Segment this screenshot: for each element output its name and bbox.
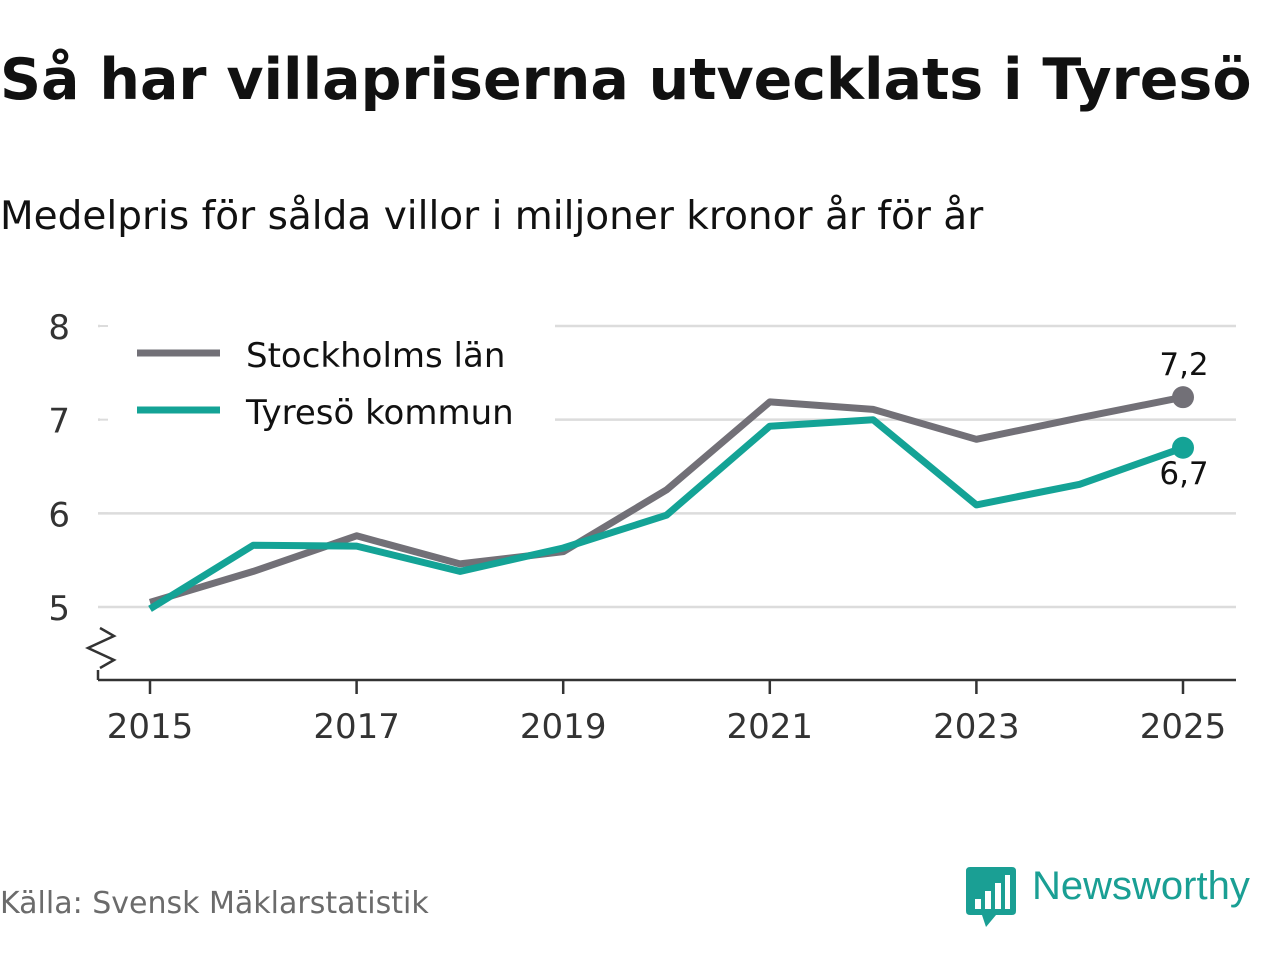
x-tick-label: 2021 xyxy=(727,707,814,747)
axes: 5 6 7 8 2015 2017 2019 2021 2023 2025 xyxy=(48,308,1236,747)
newsworthy-logo-icon xyxy=(966,867,1016,927)
legend: Stockholms län Tyresö kommun xyxy=(100,312,555,440)
data-label-end: 6,7 xyxy=(1159,456,1208,492)
brand-logo: Newsworthy xyxy=(962,862,1280,932)
y-tick-label: 8 xyxy=(48,308,70,348)
series-line-tyreso xyxy=(148,416,1185,612)
y-tick-label: 6 xyxy=(48,495,70,535)
source-note: Källa: Svensk Mäklarstatistik xyxy=(0,886,429,921)
data-labels: 7,2 6,7 xyxy=(1159,347,1208,492)
series-lines xyxy=(148,386,1194,612)
legend-background xyxy=(100,312,555,440)
brand-name: Newsworthy xyxy=(1032,864,1250,908)
axis-break-icon xyxy=(85,626,117,670)
x-tick-label: 2015 xyxy=(107,707,194,747)
x-tick-label: 2019 xyxy=(520,707,607,747)
legend-label-stockholm: Stockholms län xyxy=(246,336,505,376)
y-tick-label: 7 xyxy=(48,402,70,442)
chart-subtitle: Medelpris för sålda villor i miljoner kr… xyxy=(0,194,984,239)
legend-label-tyreso: Tyresö kommun xyxy=(245,393,514,433)
end-point-marker xyxy=(1172,386,1194,409)
x-tick-label: 2023 xyxy=(933,707,1020,747)
end-point-marker xyxy=(1172,436,1194,459)
y-tick-label: 5 xyxy=(48,589,70,629)
x-tick-label: 2017 xyxy=(313,707,400,747)
data-label-end: 7,2 xyxy=(1159,347,1208,383)
x-tick-label: 2025 xyxy=(1140,707,1227,747)
chart-title: Så har villapriserna utvecklats i Tyresö xyxy=(0,47,1252,113)
